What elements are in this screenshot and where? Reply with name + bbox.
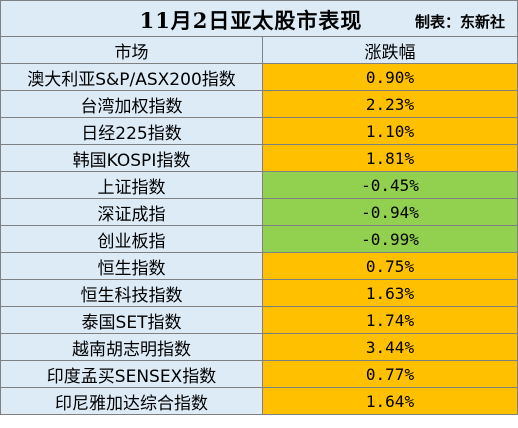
title-cell: 11月2日亚太股市表现 制表：东新社 [0,0,518,37]
market-name-cell: 韩国KOSPI指数 [0,144,263,172]
market-name-cell: 台湾加权指数 [0,90,263,118]
market-name-cell: 上证指数 [0,171,263,199]
change-percent-cell: 1.63% [262,279,518,307]
market-name-cell: 恒生指数 [0,252,263,280]
market-name-cell: 印尼雅加达综合指数 [0,387,263,415]
change-percent-cell: 0.77% [262,360,518,388]
table-title: 11月2日亚太股市表现 [139,7,363,33]
table-row: 韩国KOSPI指数 1.81% [0,144,518,172]
change-percent-cell: 1.10% [262,117,518,145]
table-row: 澳大利亚S&P/ASX200指数 0.90% [0,63,518,91]
market-name-cell: 泰国SET指数 [0,306,263,334]
table-row: 恒生指数 0.75% [0,252,518,280]
change-percent-cell: 0.75% [262,252,518,280]
market-name-cell: 印度孟买SENSEX指数 [0,360,263,388]
table-row: 印度孟买SENSEX指数 0.77% [0,360,518,388]
column-header-change: 涨跌幅 [262,36,518,64]
change-percent-cell: 1.81% [262,144,518,172]
change-percent-cell: 3.44% [262,333,518,361]
table-row: 日经225指数 1.10% [0,117,518,145]
header-row: 市场 涨跌幅 [0,36,518,64]
change-percent-cell: 1.74% [262,306,518,334]
table-row: 恒生科技指数 1.63% [0,279,518,307]
change-percent-cell: -0.94% [262,198,518,226]
change-percent-cell: -0.45% [262,171,518,199]
table-row: 深证成指 -0.94% [0,198,518,226]
market-name-cell: 深证成指 [0,198,263,226]
market-name-cell: 日经225指数 [0,117,263,145]
change-percent-cell: -0.99% [262,225,518,253]
table-row: 创业板指 -0.99% [0,225,518,253]
table-row: 泰国SET指数 1.74% [0,306,518,334]
market-name-cell: 恒生科技指数 [0,279,263,307]
market-name-cell: 澳大利亚S&P/ASX200指数 [0,63,263,91]
table-credit: 制表：东新社 [414,13,505,31]
table-row: 台湾加权指数 2.23% [0,90,518,118]
table-row: 印尼雅加达综合指数 1.64% [0,387,518,415]
table-row: 越南胡志明指数 3.44% [0,333,518,361]
market-name-cell: 越南胡志明指数 [0,333,263,361]
table-row: 上证指数 -0.45% [0,171,518,199]
title-row: 11月2日亚太股市表现 制表：东新社 [0,0,518,37]
column-header-market: 市场 [0,36,263,64]
asia-pacific-stock-table: 11月2日亚太股市表现 制表：东新社 市场 涨跌幅 澳大利亚S&P/ASX200… [0,0,518,415]
change-percent-cell: 1.64% [262,387,518,415]
market-name-cell: 创业板指 [0,225,263,253]
change-percent-cell: 0.90% [262,63,518,91]
change-percent-cell: 2.23% [262,90,518,118]
